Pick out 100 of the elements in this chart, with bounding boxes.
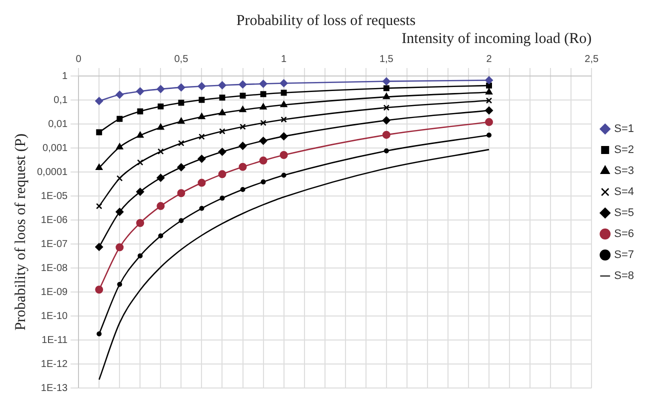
y-tick-label: 1E-12 (40, 358, 68, 370)
point (158, 148, 164, 155)
y-tick-label: 1E-06 (40, 214, 68, 226)
point (240, 124, 246, 130)
point (116, 208, 124, 216)
x-tick-label: 2,5 (584, 54, 600, 65)
point (177, 189, 186, 198)
point (220, 196, 225, 201)
point (260, 103, 267, 110)
point (156, 85, 165, 94)
point (218, 81, 226, 90)
point (96, 164, 103, 170)
point (218, 170, 226, 178)
point (96, 129, 102, 136)
point (136, 219, 144, 227)
point (280, 90, 287, 96)
legend-label: S=4 (614, 186, 634, 198)
point (117, 282, 122, 287)
y-tick-label: 0,001 (42, 142, 68, 154)
point (280, 116, 287, 123)
point (137, 159, 144, 166)
y-tick-label: 1E-05 (40, 190, 68, 202)
x-tick-label: 2 (486, 54, 492, 65)
point (178, 118, 185, 124)
point (260, 179, 266, 184)
point (138, 253, 143, 258)
legend-label: S=5 (614, 207, 634, 220)
point (259, 156, 268, 165)
point (136, 188, 144, 196)
point (382, 92, 390, 100)
legend-label: S=2 (614, 144, 634, 156)
point (485, 118, 494, 126)
legend-label: S=8 (614, 270, 634, 282)
point (238, 162, 247, 171)
y-tick-label: 1E-07 (40, 238, 68, 250)
point (218, 148, 226, 156)
point (260, 120, 266, 126)
point (485, 106, 494, 114)
point (240, 92, 246, 99)
point (158, 103, 164, 110)
point (238, 80, 247, 88)
y-tick-label: 0,01 (48, 118, 68, 130)
point (199, 206, 204, 211)
point (136, 131, 144, 138)
legend-label: S=3 (614, 165, 634, 178)
point (156, 202, 165, 210)
point (116, 243, 124, 252)
point (280, 132, 288, 140)
point (198, 112, 206, 120)
point (240, 186, 246, 192)
point (239, 106, 246, 112)
chart-title: Probability of loss of requests (236, 12, 416, 29)
point (198, 154, 206, 163)
point (384, 148, 389, 154)
point (116, 175, 123, 182)
x-tick-label: 1 (281, 54, 288, 65)
legend-label: S=7 (614, 249, 634, 262)
point (219, 128, 226, 134)
line-series (98, 148, 490, 380)
point (259, 136, 268, 145)
y-tick-label: 1E-09 (40, 286, 68, 298)
point (219, 94, 226, 101)
point (198, 96, 205, 103)
point (383, 104, 390, 111)
y-tick-label: 1E-11 (42, 334, 68, 346)
point (486, 82, 492, 89)
point (157, 123, 164, 130)
point (382, 77, 390, 86)
y-tick-label: 1E-10 (40, 310, 68, 322)
point (158, 233, 164, 238)
point (178, 140, 184, 146)
point (280, 100, 288, 108)
point (95, 96, 104, 105)
y-tick-label: 1E-13 (40, 382, 68, 394)
point (177, 163, 186, 172)
point (260, 91, 266, 98)
point (156, 174, 165, 182)
legend-label: S=6 (614, 228, 634, 240)
point (280, 79, 288, 88)
point (198, 134, 205, 140)
y-axis-title: Probability of loos of request (P) (12, 133, 29, 331)
x-axis-title: Intensity of incoming load (Ro) (402, 30, 592, 47)
point (238, 142, 247, 150)
point (486, 97, 492, 104)
point (281, 172, 286, 178)
point (136, 87, 144, 96)
point (116, 90, 124, 99)
point (96, 331, 102, 336)
x-tick-label: 1,5 (379, 54, 394, 65)
point (96, 203, 102, 210)
point (486, 132, 492, 138)
x-tick-label: 0 (76, 54, 82, 65)
x-tick-label: 0,5 (174, 54, 189, 65)
point (178, 218, 184, 224)
point (259, 80, 268, 88)
point (177, 83, 186, 92)
point (116, 116, 123, 122)
point (198, 82, 206, 90)
point (382, 116, 390, 124)
y-tick-label: 0,0001 (36, 166, 68, 178)
